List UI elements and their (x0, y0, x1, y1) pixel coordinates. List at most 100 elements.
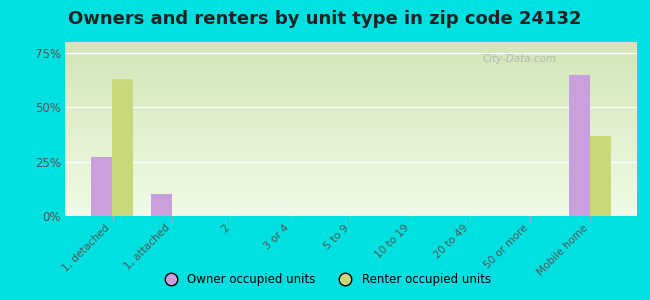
Text: City-Data.com: City-Data.com (482, 54, 556, 64)
Bar (65, 188, 637, 189)
Bar (65, 195, 637, 196)
Bar (65, 159, 637, 160)
Bar (65, 47, 637, 48)
Bar (65, 80, 637, 81)
Bar (65, 95, 637, 96)
Bar (65, 67, 637, 68)
Bar (65, 84, 637, 85)
Bar (65, 194, 637, 195)
Bar (65, 110, 637, 111)
Bar (65, 87, 637, 88)
Bar (65, 166, 637, 167)
Bar (65, 143, 637, 144)
Bar (65, 186, 637, 187)
Bar (65, 210, 637, 211)
Bar (65, 208, 637, 209)
Bar (65, 129, 637, 130)
Bar (65, 183, 637, 184)
Bar (65, 63, 637, 64)
Bar (65, 172, 637, 173)
Bar (65, 50, 637, 51)
Bar (65, 124, 637, 125)
Bar (65, 135, 637, 136)
Bar (65, 137, 637, 138)
Bar (65, 71, 637, 72)
Bar (65, 178, 637, 179)
Bar (65, 175, 637, 176)
Bar (65, 105, 637, 106)
Bar (65, 207, 637, 208)
Bar (65, 184, 637, 185)
Bar (65, 161, 637, 162)
Bar (65, 205, 637, 206)
Bar (65, 203, 637, 204)
Bar (65, 147, 637, 148)
Bar (65, 115, 637, 116)
Bar (65, 112, 637, 113)
Bar (65, 128, 637, 129)
Bar (65, 42, 637, 43)
Bar (65, 53, 637, 54)
Bar (65, 56, 637, 57)
Bar (65, 51, 637, 52)
Bar (65, 181, 637, 182)
Bar (65, 123, 637, 124)
Bar (65, 94, 637, 95)
Bar (65, 212, 637, 213)
Bar (65, 149, 637, 150)
Bar (65, 111, 637, 112)
Bar (65, 215, 637, 216)
Bar (65, 162, 637, 163)
Bar (590, 136, 611, 216)
Bar (65, 156, 637, 157)
Bar (65, 130, 637, 131)
Bar (65, 88, 637, 89)
Bar (65, 101, 637, 102)
Bar (65, 64, 637, 65)
Bar (65, 122, 637, 123)
Bar (65, 43, 637, 44)
Bar (65, 104, 637, 105)
Bar (65, 168, 637, 169)
Bar (65, 211, 637, 212)
Bar (65, 106, 637, 107)
Bar (65, 192, 637, 193)
Bar (65, 46, 637, 47)
Text: Owners and renters by unit type in zip code 24132: Owners and renters by unit type in zip c… (68, 11, 582, 28)
Bar (65, 62, 637, 63)
Bar (65, 170, 637, 171)
Bar (65, 198, 637, 199)
Bar (65, 187, 637, 188)
Bar (65, 191, 637, 192)
Bar (65, 54, 637, 55)
Bar (65, 44, 637, 45)
Bar (65, 60, 637, 61)
Bar (65, 150, 637, 151)
Bar (569, 75, 590, 216)
Bar (65, 118, 637, 119)
Bar (65, 75, 637, 76)
Bar (65, 73, 637, 74)
Bar (65, 206, 637, 207)
Bar (65, 96, 637, 97)
Bar (65, 91, 637, 92)
Bar (65, 116, 637, 117)
Bar (65, 92, 637, 93)
Bar (65, 66, 637, 67)
Bar (65, 52, 637, 53)
Bar (65, 99, 637, 100)
Bar (65, 144, 637, 145)
Bar (65, 65, 637, 66)
Bar (65, 180, 637, 181)
Bar (65, 145, 637, 146)
Bar (65, 117, 637, 118)
Bar (65, 131, 637, 132)
Bar (65, 193, 637, 194)
Bar (65, 85, 637, 86)
Bar (65, 139, 637, 140)
Bar (65, 58, 637, 59)
Bar (65, 69, 637, 70)
Bar (65, 182, 637, 183)
Bar (65, 74, 637, 75)
Bar (65, 142, 637, 143)
